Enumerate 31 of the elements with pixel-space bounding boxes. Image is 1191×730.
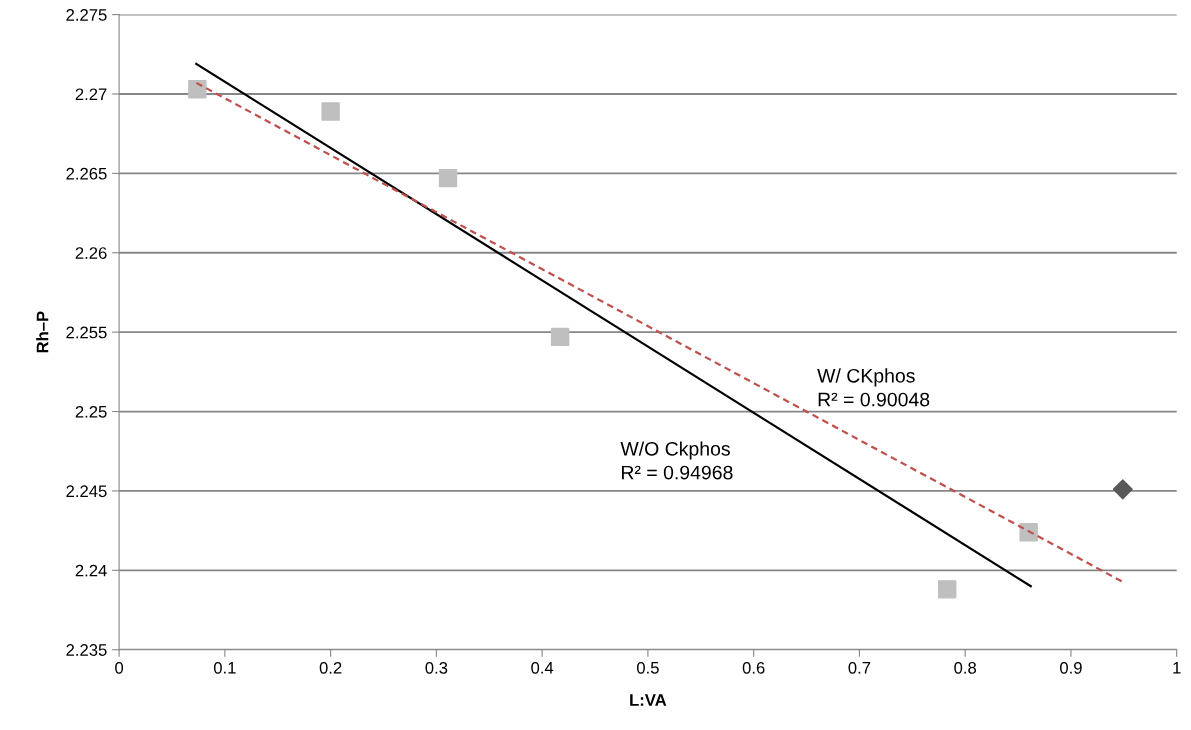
point	[1019, 523, 1038, 542]
x-tick-label: 0	[115, 661, 124, 674]
x-axis-title: L:VA	[630, 694, 667, 706]
x-tick-label: 0.4	[531, 661, 554, 674]
x-tick-label: 1	[1173, 662, 1181, 674]
y-tick-label: 2.255	[66, 326, 107, 339]
y-tick-label: 2.275	[66, 9, 107, 21]
point	[938, 580, 957, 599]
point	[438, 168, 458, 188]
x-tick-label: 0.1	[213, 661, 236, 674]
y-tick-label: 2.26	[75, 247, 107, 259]
x-tick-label: 0.2	[319, 661, 342, 674]
y-tick-label: 2.235	[66, 644, 107, 656]
point	[321, 102, 340, 121]
x-tick-label: 0.3	[425, 661, 448, 674]
y-tick-label: 2.245	[66, 485, 107, 498]
y-tick-label: 2.24	[75, 564, 107, 577]
annotation: W/O Ckphos R² = 0.94968	[620, 441, 733, 480]
x-tick-label: 0.5	[636, 661, 659, 674]
y-axis-title: Rh–P	[36, 311, 49, 353]
x-tick-label: 0.8	[954, 661, 977, 674]
x-tick-label: 0.9	[1060, 661, 1082, 674]
point	[1112, 479, 1133, 500]
x-tick-label: 0.7	[848, 661, 871, 674]
y-tick-label: 2.25	[75, 405, 107, 418]
x-tick-label: 0.6	[742, 661, 765, 674]
y-tick-label: 2.265	[66, 167, 107, 180]
y-tick-label: 2.27	[75, 88, 107, 101]
annotation: W/ CKphos R² = 0.90048	[817, 368, 930, 407]
point	[550, 327, 570, 347]
point	[188, 80, 207, 99]
